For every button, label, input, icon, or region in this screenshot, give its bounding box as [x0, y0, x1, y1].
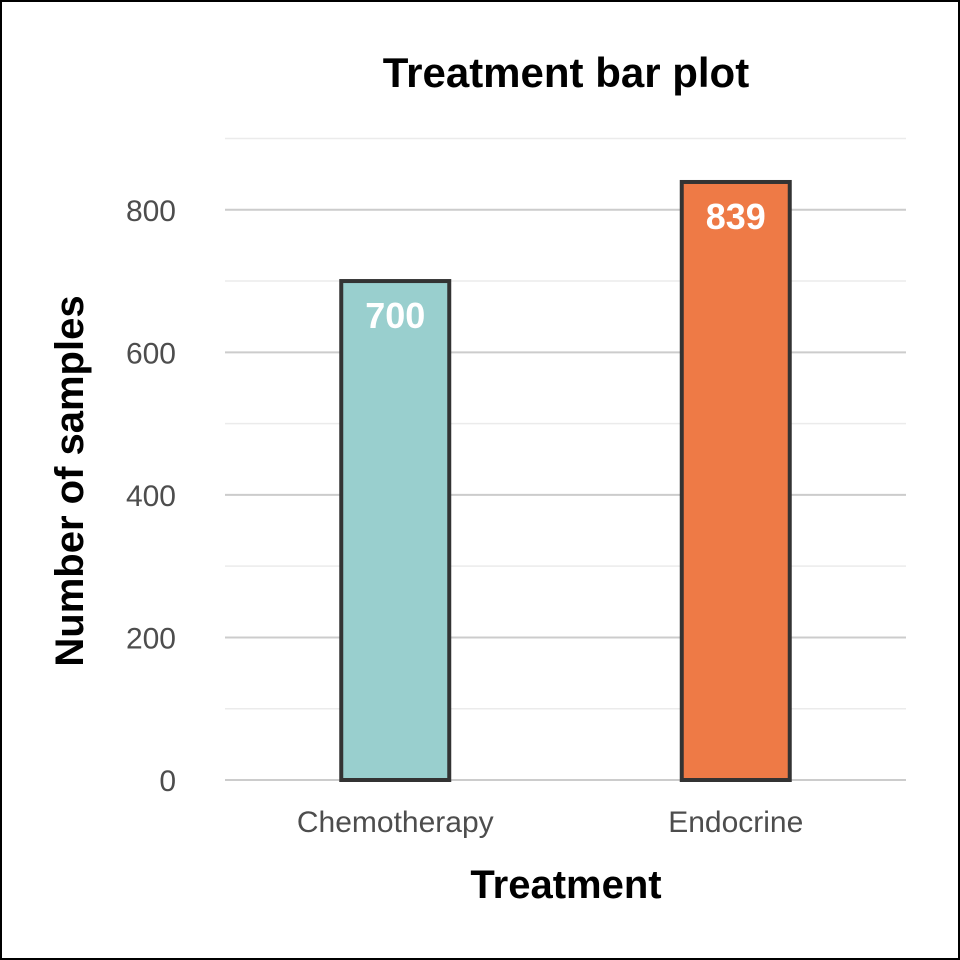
y-tick-label: 800 [126, 195, 176, 228]
data-labels: 700 839 [365, 196, 766, 336]
bars [339, 179, 792, 782]
gridlines [225, 137, 906, 781]
chart-title: Treatment bar plot [383, 49, 749, 96]
y-axis-ticks: 0 200 400 600 800 [126, 195, 176, 798]
y-tick-label: 0 [159, 765, 176, 798]
x-axis-title: Treatment [470, 863, 661, 907]
y-tick-label: 400 [126, 480, 176, 513]
x-tick-label: Chemotherapy [297, 806, 494, 839]
x-tick-label: Endocrine [668, 806, 803, 839]
data-label: 700 [365, 295, 425, 336]
bar-chemotherapy [339, 279, 452, 782]
y-tick-label: 200 [126, 622, 176, 655]
bar-endocrine [679, 179, 792, 782]
data-label: 839 [706, 196, 766, 237]
x-axis-ticks: Chemotherapy Endocrine [297, 806, 803, 839]
y-axis-title: Number of samples [48, 295, 92, 666]
y-tick-label: 600 [126, 337, 176, 370]
